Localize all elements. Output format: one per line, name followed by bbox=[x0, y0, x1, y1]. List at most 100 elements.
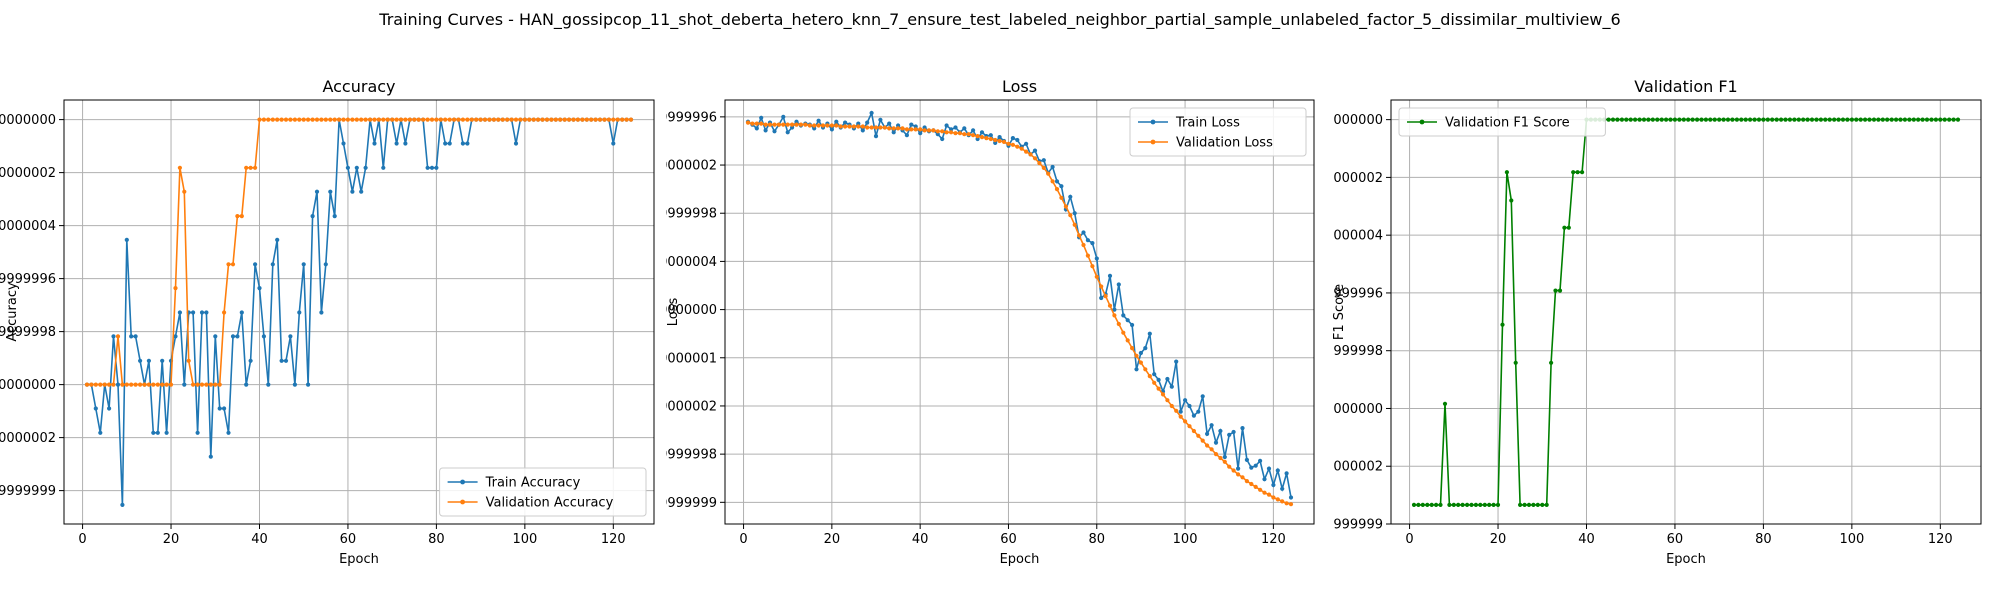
f1-y-tick-label: 0.40000000000000002 bbox=[1333, 460, 1383, 475]
loss-data-point bbox=[1099, 295, 1104, 301]
loss-legend: Train Loss Validation Loss bbox=[1129, 107, 1307, 157]
f1-data-point bbox=[1456, 502, 1461, 507]
accuracy-data-point bbox=[217, 382, 222, 387]
accuracy-data-point bbox=[186, 358, 191, 363]
accuracy-data-point bbox=[191, 382, 196, 387]
accuracy-data-point bbox=[589, 117, 594, 122]
f1-x-tick-label: 20 bbox=[1490, 532, 1507, 547]
accuracy-data-point bbox=[323, 117, 328, 122]
accuracy-data-point bbox=[624, 117, 629, 122]
loss-data-point bbox=[1200, 394, 1205, 399]
loss-data-point bbox=[1059, 184, 1064, 189]
loss-data-point bbox=[1130, 346, 1135, 351]
accuracy-y-tick-label: 1.00000000000000000 bbox=[0, 113, 56, 128]
loss-data-point bbox=[1143, 346, 1148, 351]
loss-data-point bbox=[979, 135, 985, 140]
accuracy-data-point bbox=[306, 117, 311, 122]
accuracy-data-point bbox=[239, 310, 244, 315]
loss-data-point bbox=[745, 120, 751, 125]
loss-data-point bbox=[1240, 475, 1245, 480]
accuracy-data-point bbox=[611, 141, 616, 146]
loss-series-0 bbox=[745, 110, 1294, 500]
accuracy-data-point bbox=[606, 117, 612, 122]
accuracy-data-point bbox=[283, 117, 289, 122]
loss-data-point bbox=[1138, 350, 1143, 356]
accuracy-data-point bbox=[204, 310, 209, 315]
accuracy-data-point bbox=[266, 382, 271, 387]
f1-data-point bbox=[1509, 198, 1514, 203]
loss-data-point bbox=[900, 126, 905, 131]
accuracy-data-point bbox=[363, 165, 368, 170]
loss-data-point bbox=[1222, 454, 1227, 460]
loss-data-point bbox=[1165, 376, 1170, 382]
accuracy-data-point bbox=[292, 382, 297, 387]
loss-data-point bbox=[1222, 459, 1227, 464]
accuracy-data-point bbox=[345, 117, 350, 122]
f1-data-point bbox=[1898, 117, 1903, 122]
accuracy-data-point bbox=[531, 117, 536, 122]
loss-title: Loss bbox=[1002, 77, 1037, 96]
accuracy-data-point bbox=[155, 382, 160, 387]
accuracy-data-point bbox=[301, 117, 306, 122]
loss-data-point bbox=[1191, 428, 1196, 434]
accuracy-y-tick-label: 0.90000000000000002 bbox=[0, 166, 56, 181]
loss-data-point bbox=[1103, 294, 1108, 299]
f1-grid bbox=[1391, 100, 1981, 525]
accuracy-data-point bbox=[199, 382, 205, 387]
accuracy-data-point bbox=[376, 117, 381, 122]
accuracy-data-point bbox=[102, 382, 107, 387]
f1-x-tick-label: 40 bbox=[1578, 532, 1595, 547]
accuracy-data-point bbox=[230, 334, 236, 339]
accuracy-data-point bbox=[332, 117, 337, 122]
f1-data-point bbox=[1460, 502, 1465, 507]
loss-data-point bbox=[812, 123, 817, 128]
loss-data-point bbox=[1288, 495, 1294, 500]
loss-data-point bbox=[909, 127, 914, 132]
loss-data-point bbox=[785, 130, 790, 135]
accuracy-data-point bbox=[372, 117, 377, 122]
f1-data-point bbox=[1513, 360, 1518, 365]
accuracy-data-point bbox=[567, 117, 572, 122]
loss-data-point bbox=[1280, 499, 1285, 504]
loss-data-point bbox=[1001, 139, 1007, 144]
accuracy-data-point bbox=[301, 262, 306, 267]
loss-x-tick-label: 60 bbox=[1000, 532, 1017, 547]
accuracy-x-tick-label: 20 bbox=[163, 532, 180, 547]
loss-data-point bbox=[1138, 360, 1143, 365]
loss-data-point bbox=[1174, 359, 1179, 364]
loss-data-point bbox=[1059, 195, 1064, 200]
f1-data-point bbox=[1518, 502, 1523, 507]
loss-data-point bbox=[1143, 367, 1148, 372]
f1-data-point bbox=[1677, 117, 1682, 122]
accuracy-data-point bbox=[403, 141, 408, 146]
f1-data-point bbox=[1522, 502, 1527, 507]
loss-data-point bbox=[1152, 380, 1157, 385]
f1-y-tick-label: 0.50000000000000000 bbox=[1333, 402, 1383, 417]
loss-data-point bbox=[896, 123, 901, 128]
accuracy-data-point bbox=[452, 117, 457, 122]
loss-data-point bbox=[918, 131, 923, 136]
loss-series-line bbox=[747, 110, 1292, 498]
f1-data-point bbox=[1451, 502, 1456, 507]
accuracy-data-point bbox=[314, 117, 320, 122]
f1-data-point bbox=[1491, 502, 1496, 507]
accuracy-data-point bbox=[416, 117, 421, 122]
accuracy-data-point bbox=[253, 262, 258, 267]
accuracy-data-point bbox=[306, 382, 311, 387]
loss-data-point bbox=[1125, 338, 1130, 343]
accuracy-data-point bbox=[270, 262, 275, 267]
f1-data-point bbox=[1765, 117, 1770, 122]
loss-data-point bbox=[1125, 318, 1130, 323]
f1-data-point bbox=[1924, 117, 1930, 122]
accuracy-data-point bbox=[195, 430, 200, 435]
loss-data-point bbox=[1187, 424, 1192, 429]
accuracy-data-point bbox=[505, 117, 510, 122]
loss-data-point bbox=[781, 114, 786, 119]
f1-data-point bbox=[1880, 117, 1885, 122]
f1-data-point bbox=[1929, 117, 1934, 122]
loss-data-point bbox=[1178, 409, 1183, 414]
loss-data-point bbox=[1218, 428, 1223, 434]
loss-data-point bbox=[940, 136, 945, 142]
loss-data-point bbox=[1024, 141, 1029, 146]
loss-data-point bbox=[1085, 253, 1090, 258]
